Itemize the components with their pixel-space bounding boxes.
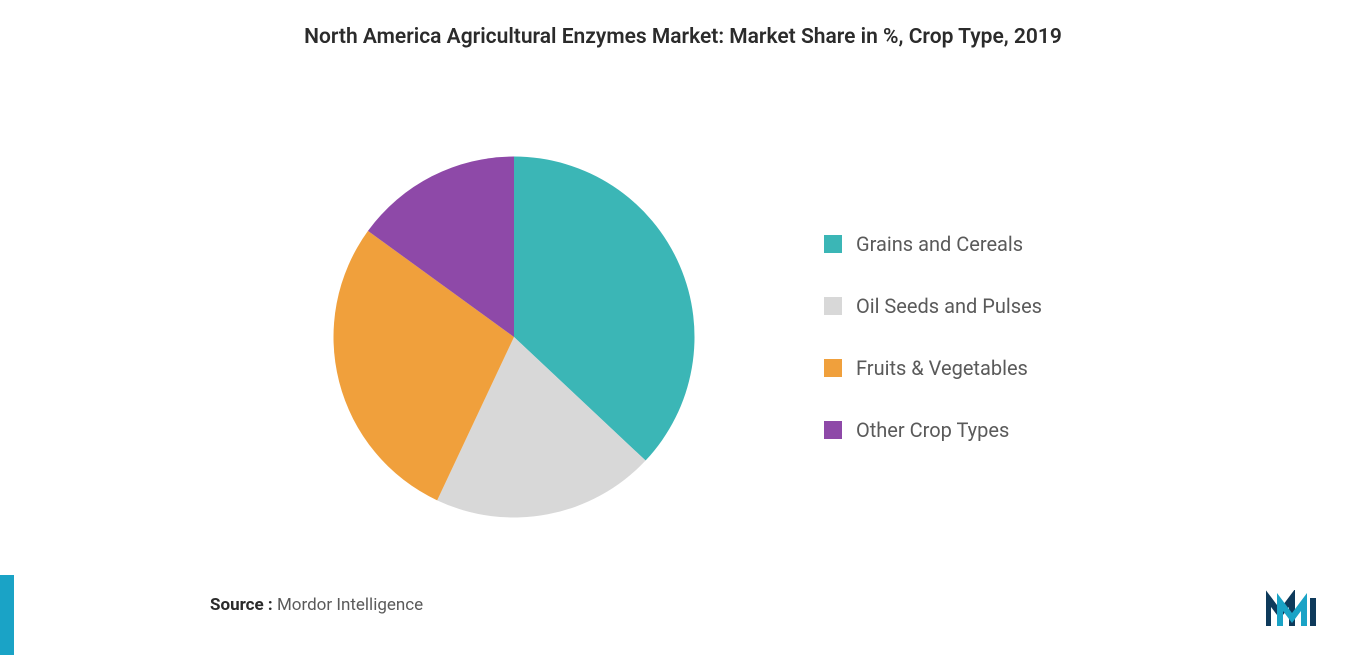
pie-chart-wrapper xyxy=(324,147,704,527)
logo-icon xyxy=(1266,590,1326,630)
legend-swatch xyxy=(824,297,842,315)
legend-item: Oil Seeds and Pulses xyxy=(824,294,1042,318)
legend: Grains and Cereals Oil Seeds and Pulses Fr… xyxy=(824,232,1042,442)
legend-swatch xyxy=(824,235,842,253)
legend-item: Other Crop Types xyxy=(824,418,1042,442)
source-label: Source : xyxy=(210,595,273,615)
legend-label: Grains and Cereals xyxy=(856,232,1023,256)
source-line: Source : Mordor Intelligence xyxy=(210,595,1326,615)
pie-chart xyxy=(324,147,704,527)
brand-logo xyxy=(1266,590,1326,630)
legend-label: Other Crop Types xyxy=(856,418,1009,442)
legend-swatch xyxy=(824,421,842,439)
chart-container: North America Agricultural Enzymes Marke… xyxy=(0,0,1366,655)
chart-body: Grains and Cereals Oil Seeds and Pulses Fr… xyxy=(40,79,1326,595)
accent-bar xyxy=(0,575,14,655)
legend-label: Fruits & Vegetables xyxy=(856,356,1028,380)
source-value: Mordor Intelligence xyxy=(277,595,423,615)
chart-title: North America Agricultural Enzymes Marke… xyxy=(40,25,1326,49)
legend-swatch xyxy=(824,359,842,377)
legend-label: Oil Seeds and Pulses xyxy=(856,294,1042,318)
legend-item: Fruits & Vegetables xyxy=(824,356,1042,380)
legend-item: Grains and Cereals xyxy=(824,232,1042,256)
